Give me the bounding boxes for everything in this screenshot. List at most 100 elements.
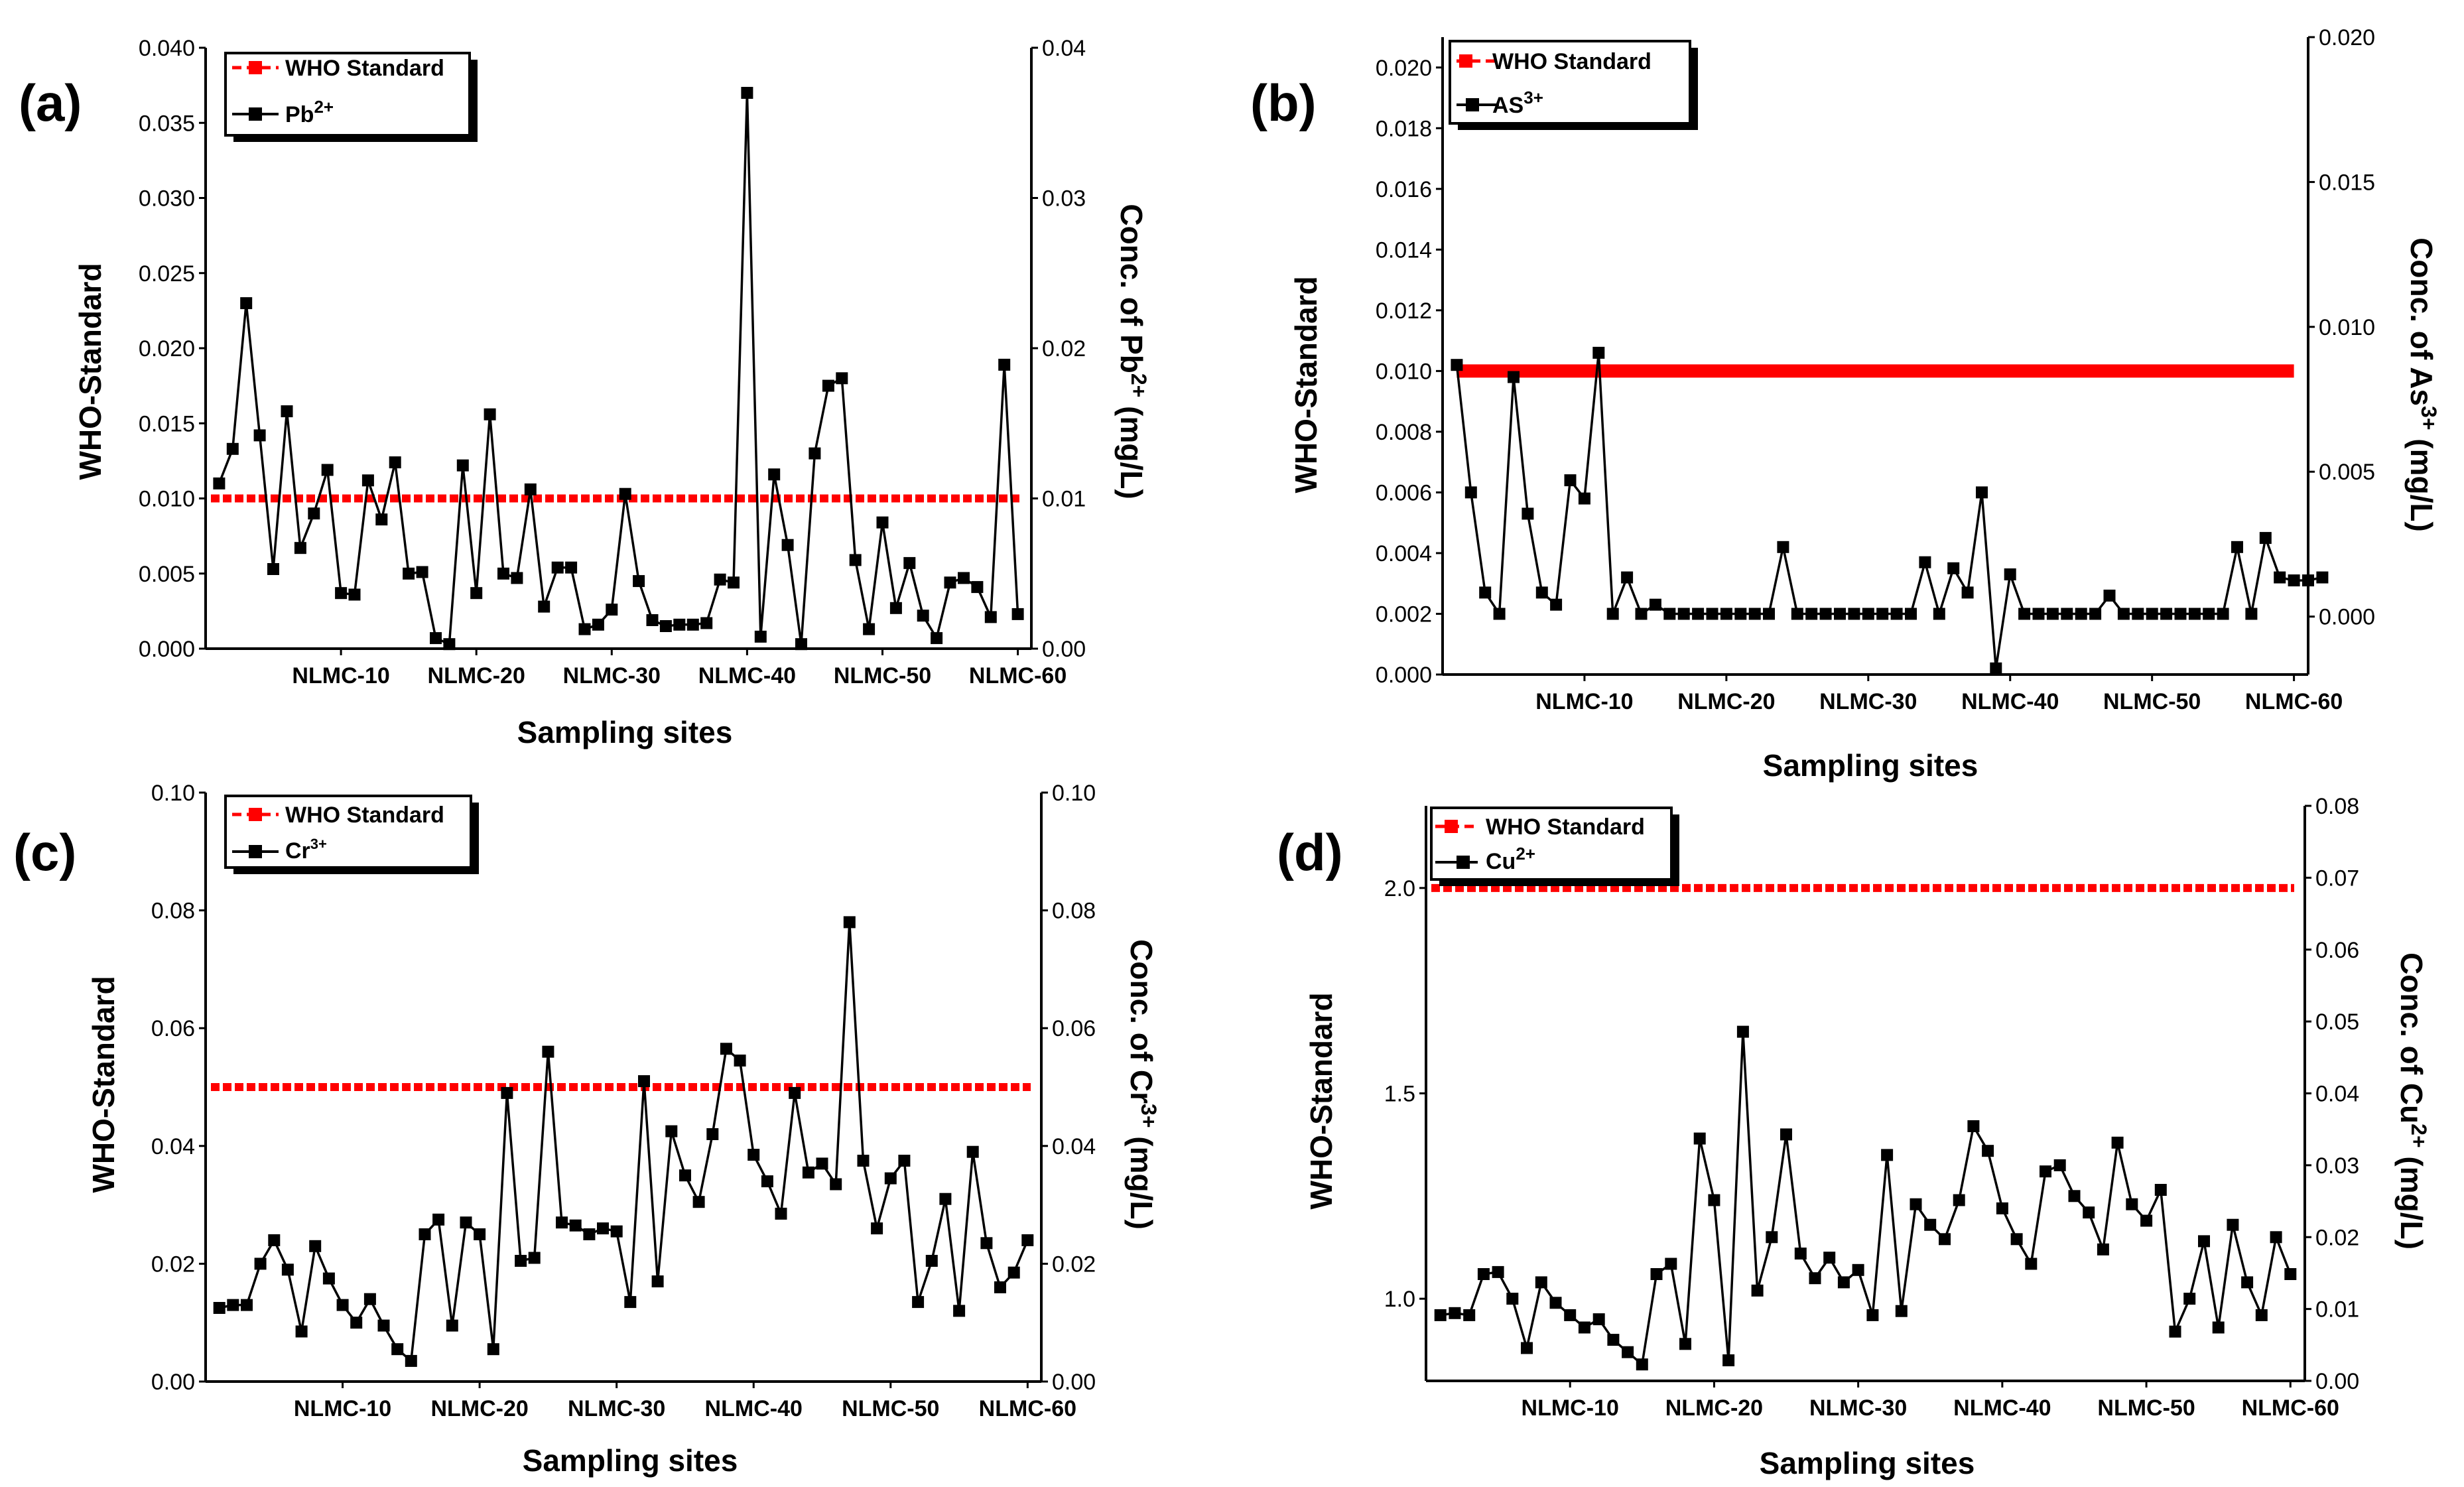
panel-b-legend-standard-label: WHO Standard bbox=[1492, 49, 1652, 74]
panel-d-data-point-53 bbox=[2183, 1293, 2196, 1305]
panel-a-data-point-7 bbox=[294, 542, 306, 554]
panel-c-right-tick-label-2: 0.04 bbox=[1052, 1134, 1096, 1159]
panel-a-data-point-35 bbox=[673, 618, 686, 631]
panel-c-data-point-9 bbox=[322, 1272, 335, 1285]
panel-a-data-point-28 bbox=[578, 623, 591, 635]
panel-c-data-point-8 bbox=[309, 1240, 322, 1252]
panel-a-right-tick-label-4: 0.04 bbox=[1042, 36, 1086, 61]
panel-b-x-tick-label-4: NLMC-50 bbox=[2103, 689, 2201, 714]
panel-b-data-point-28 bbox=[1834, 608, 1846, 620]
panel-c-data-point-1 bbox=[213, 1302, 226, 1314]
panel-b-data-point-3 bbox=[1479, 586, 1492, 599]
panel-c-data-point-2 bbox=[227, 1299, 239, 1311]
panel-a-data-point-60 bbox=[1011, 608, 1024, 620]
panel-b-data-point-9 bbox=[1564, 474, 1577, 487]
panel-b-left-tick-label-6: 0.012 bbox=[1376, 298, 1432, 324]
panel-a-data-point-54 bbox=[931, 632, 943, 645]
panel-b-x-tick-label-5: NLMC-60 bbox=[2245, 689, 2343, 714]
panel-c-x-tick-label-0: NLMC-10 bbox=[294, 1396, 391, 1421]
panel-a-data-point-25 bbox=[538, 600, 551, 613]
panel-c-data-point-3 bbox=[241, 1299, 253, 1311]
panel-b-data-point-17 bbox=[1677, 608, 1690, 620]
panel-d-legend-ion-label: Cu2+ bbox=[1486, 844, 1535, 874]
panel-d-data-point-46 bbox=[2083, 1206, 2095, 1219]
panel-b-data-point-33 bbox=[1905, 608, 1917, 620]
panel-a-right-tick-label-0: 0.00 bbox=[1042, 637, 1086, 662]
panel-c-data-point-31 bbox=[624, 1296, 637, 1309]
panel-c-label: (c) bbox=[13, 823, 76, 881]
panel-b-data-point-42 bbox=[2032, 608, 2045, 620]
panel-c-data-point-18 bbox=[446, 1319, 458, 1332]
panel-b-data-point-6 bbox=[1522, 507, 1534, 520]
panel-c-data-point-50 bbox=[884, 1172, 897, 1185]
panel-c-data-point-6 bbox=[281, 1263, 294, 1276]
panel-c-data-point-57 bbox=[980, 1237, 993, 1250]
panel-c-data-point-13 bbox=[377, 1319, 390, 1332]
panel-c-right-tick-label-3: 0.06 bbox=[1052, 1016, 1096, 1041]
panel-b-right-tick-label-1: 0.005 bbox=[2319, 460, 2375, 485]
panel-d-left-axis-title: WHO-Standard bbox=[1304, 992, 1338, 1209]
panel-d-data-point-23 bbox=[1751, 1284, 1764, 1297]
panel-d-right-axis-title-ion: 2+ bbox=[2407, 1124, 2431, 1147]
panel-a-right-axis-title: Conc. of Pb2+ (mg/L) bbox=[1114, 204, 1151, 499]
panel-b-data-point-31 bbox=[1876, 608, 1889, 620]
panel-b-right-tick-label-2: 0.010 bbox=[2319, 315, 2375, 340]
panel-a-data-point-44 bbox=[795, 638, 807, 651]
panel-d-right-tick-label-5: 0.05 bbox=[2315, 1009, 2359, 1035]
panel-a-data-point-51 bbox=[889, 602, 902, 614]
panel-b-data-point-21 bbox=[1734, 608, 1747, 620]
panel-b-right-axis-title-ion: 3+ bbox=[2417, 406, 2441, 430]
panel-a-legend-ion-swatch-marker bbox=[249, 107, 262, 121]
panel-c-data-point-35 bbox=[679, 1169, 691, 1182]
panel-b-data-point-43 bbox=[2046, 608, 2059, 620]
panel-d-data-point-2 bbox=[1449, 1307, 1461, 1319]
panel-a-data-point-33 bbox=[646, 614, 659, 626]
panel-c-data-point-44 bbox=[802, 1166, 814, 1179]
panel-c-left-tick-label-1: 0.02 bbox=[151, 1252, 195, 1277]
panel-d-data-point-34 bbox=[1910, 1198, 1922, 1210]
panel-a-data-point-42 bbox=[768, 468, 781, 481]
panel-b-data-point-36 bbox=[1947, 562, 1960, 574]
panel-d-legend: WHO Standard Cu2+ bbox=[1430, 807, 1679, 886]
panel-b-data-point-34 bbox=[1919, 556, 1931, 568]
panel-c-right-tick-label-4: 0.08 bbox=[1052, 899, 1096, 924]
panel-b-data-point-5 bbox=[1508, 371, 1520, 383]
panel-a-data-point-15 bbox=[403, 567, 415, 580]
panel-b-x-axis-title: Sampling sites bbox=[1763, 748, 1978, 783]
panel-a-data-point-9 bbox=[321, 464, 334, 476]
panel-b-left-tick-label-3: 0.006 bbox=[1376, 480, 1432, 505]
panel-a-x-tick-label-0: NLMC-10 bbox=[292, 663, 389, 688]
panel-d-right-tick-label-7: 0.07 bbox=[2315, 866, 2359, 891]
panel-d-data-point-13 bbox=[1607, 1334, 1620, 1346]
panel-c-data-point-23 bbox=[515, 1255, 527, 1267]
panel-a-data-point-12 bbox=[361, 474, 374, 487]
panel-d-data-point-19 bbox=[1693, 1132, 1706, 1145]
panel-a-plot: 0.000 0.005 0.010 0.015 0.020 0.025 0.030 0.035… bbox=[139, 36, 1086, 688]
panel-d-data-point-44 bbox=[2053, 1159, 2066, 1171]
panel-a-data-point-1 bbox=[213, 477, 226, 489]
panel-c-data-point-48 bbox=[857, 1155, 870, 1167]
panel-c-data-point-21 bbox=[487, 1343, 499, 1356]
panel-c-series-line bbox=[219, 922, 1029, 1364]
panel-d-data-point-52 bbox=[2169, 1325, 2181, 1338]
panel-a-data-point-40 bbox=[741, 87, 753, 99]
panel-c-data-point-36 bbox=[692, 1196, 705, 1208]
panel-d-x-tick-label-4: NLMC-50 bbox=[2097, 1395, 2195, 1421]
panel-a-data-point-53 bbox=[917, 610, 929, 622]
panel-a-data-point-29 bbox=[592, 618, 604, 631]
panel-c-legend-ion-name: Cr bbox=[285, 838, 310, 864]
panel-d-data-point-33 bbox=[1895, 1305, 1908, 1317]
panel-c-data-point-51 bbox=[898, 1155, 911, 1167]
panel-c-left-axis-title: WHO-Standard bbox=[86, 976, 121, 1193]
panel-a-data-point-39 bbox=[728, 576, 740, 589]
panel-b-data-point-20 bbox=[1720, 608, 1732, 620]
panel-a-data-point-43 bbox=[781, 539, 794, 551]
panel-b-right-axis-title: Conc. of As3+ (mg/L) bbox=[2404, 237, 2441, 532]
panel-b-data-point-55 bbox=[2217, 608, 2229, 620]
panel-c-data-point-54 bbox=[939, 1193, 952, 1205]
panel-b-data-point-52 bbox=[2174, 608, 2187, 620]
panel-d-data-point-39 bbox=[1982, 1145, 1994, 1157]
panel-a-data-point-6 bbox=[281, 405, 293, 418]
panel-a-data-point-52 bbox=[903, 556, 916, 569]
